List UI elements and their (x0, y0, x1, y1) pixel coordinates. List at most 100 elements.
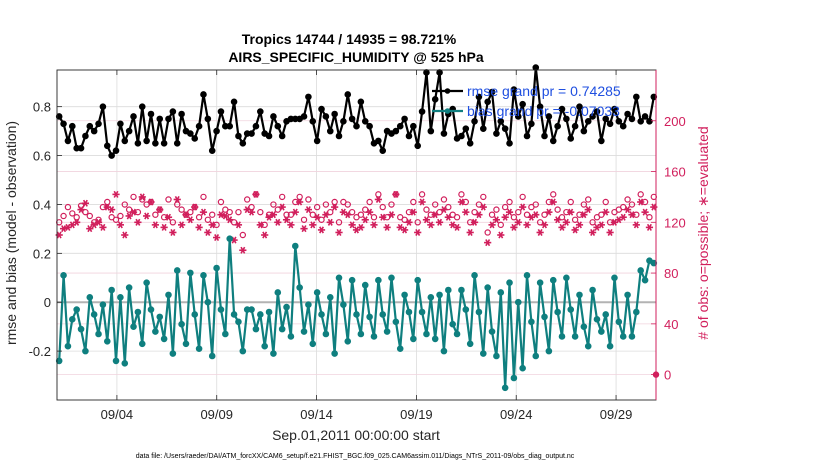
rmse-point (335, 132, 343, 140)
obs-possible-point (174, 201, 181, 208)
obs-evaluated-point (256, 221, 264, 229)
obs-evaluated-point (440, 206, 448, 214)
rmse-point (497, 118, 505, 125)
bias-point (593, 316, 601, 323)
axes-layer: 09/04 09/09 09/14 09/19 09/24 09/29 -0.2 0 0.2 0.… (29, 69, 686, 422)
bias-point (418, 308, 426, 316)
obs-evaluated-point (606, 228, 614, 236)
obs-possible-point (278, 193, 286, 201)
rmse-point (55, 113, 63, 120)
obs-possible-point (497, 221, 504, 229)
bias-point (611, 274, 618, 282)
obs-possible-point (480, 193, 487, 201)
rmse-point (69, 122, 76, 130)
obs-possible-point (125, 206, 133, 213)
bias-point (563, 274, 570, 282)
rmse-point (138, 103, 146, 110)
obs-evaluated-point (217, 211, 225, 219)
bias-point (405, 308, 413, 316)
obs-evaluated-point (322, 211, 330, 219)
obs-evaluated-point-stroke (450, 221, 456, 229)
obs-possible-point (357, 211, 365, 218)
obs-evaluated-point (567, 208, 575, 216)
obs-possible-point (637, 191, 644, 198)
rmse-point (650, 93, 658, 101)
rmse-point (217, 108, 225, 115)
obs-evaluated-point-stroke (546, 208, 552, 216)
obs-evaluated-point (221, 212, 229, 220)
obs-evaluated-point-stroke (476, 211, 482, 219)
x-tick-label: 09/09 (200, 407, 233, 422)
obs-possible-point (628, 201, 636, 208)
obs-evaluated-point (143, 212, 151, 220)
rmse-point (99, 103, 107, 110)
obs-evaluated-point-stroke (402, 226, 408, 234)
rmse-point (528, 120, 535, 128)
obs-evaluated-point (536, 228, 544, 236)
obs-evaluated-point-stroke (415, 228, 421, 236)
rmse-point (641, 113, 649, 120)
obs-possible-point (305, 196, 312, 203)
bias-point (213, 264, 220, 272)
obs-evaluated-point-stroke (651, 203, 657, 211)
obs-evaluated-point (317, 226, 326, 234)
obs-possible-point (77, 202, 85, 210)
rmse-point (95, 120, 102, 128)
obs-evaluated-point-stroke (222, 212, 228, 220)
obs-evaluated-point-stroke (472, 218, 478, 226)
rmse-point (584, 118, 592, 125)
obs-evaluated-point-stroke (581, 211, 587, 219)
obs-possible-point (379, 203, 386, 211)
obs-possible-point (554, 206, 561, 213)
bias-point (366, 313, 373, 321)
bias-point (532, 352, 540, 360)
bias-point (95, 330, 102, 338)
rmse-point (143, 137, 150, 145)
obs-evaluated-point (488, 221, 496, 229)
bias-point (331, 350, 338, 357)
y-tick-label-left: 0.6 (33, 149, 51, 164)
obs-possible-point (445, 203, 452, 211)
obs-evaluated-point-stroke (524, 221, 530, 229)
bias-point (449, 320, 456, 328)
obs-evaluated-point-stroke (441, 206, 447, 214)
obs-possible-point (576, 211, 583, 218)
obs-evaluated-point (422, 216, 431, 224)
y-axis-label-left: rmse and bias (model - observation) (3, 121, 19, 345)
bias-point (261, 342, 268, 350)
rmse-point (252, 122, 260, 130)
obs-possible-point (69, 210, 76, 217)
obs-evaluated-point-stroke (165, 213, 171, 221)
obs-evaluated-point-stroke (480, 203, 486, 211)
bias-point (309, 340, 317, 348)
bias-point (584, 342, 592, 350)
legend: rmse grand pr = 0.74285 bias grand pr = -… (432, 83, 621, 119)
rmse-point (348, 115, 356, 123)
obs-evaluated-point-stroke (135, 218, 141, 226)
obs-evaluated-point-stroke (240, 246, 246, 254)
bias-point (488, 328, 496, 335)
x-tick-label: 09/19 (400, 407, 433, 422)
bias-point (178, 320, 185, 328)
obs-possible-point (563, 208, 570, 216)
bias-point (344, 338, 352, 345)
bias-point (305, 301, 312, 308)
obs-evaluated-point (151, 221, 159, 229)
rmse-point (418, 108, 426, 115)
x-tick-label: 09/04 (101, 407, 134, 422)
bias-point (619, 333, 627, 340)
rmse-point (173, 140, 181, 147)
obs-possible-point (309, 211, 316, 218)
obs-evaluated-point-stroke (262, 231, 268, 239)
rmse-point (265, 132, 273, 140)
obs-evaluated-point (623, 206, 632, 214)
legend-rmse-marker (444, 88, 451, 94)
obs-evaluated-point-stroke (620, 213, 626, 221)
series-bias (55, 235, 658, 392)
obs-evaluated-point-stroke (56, 231, 62, 239)
obs-possible-point (204, 216, 212, 223)
obs-possible-point (620, 203, 627, 211)
obs-evaluated-point-stroke (646, 223, 652, 231)
bias-point (313, 289, 321, 296)
obs-possible-point (589, 219, 596, 226)
